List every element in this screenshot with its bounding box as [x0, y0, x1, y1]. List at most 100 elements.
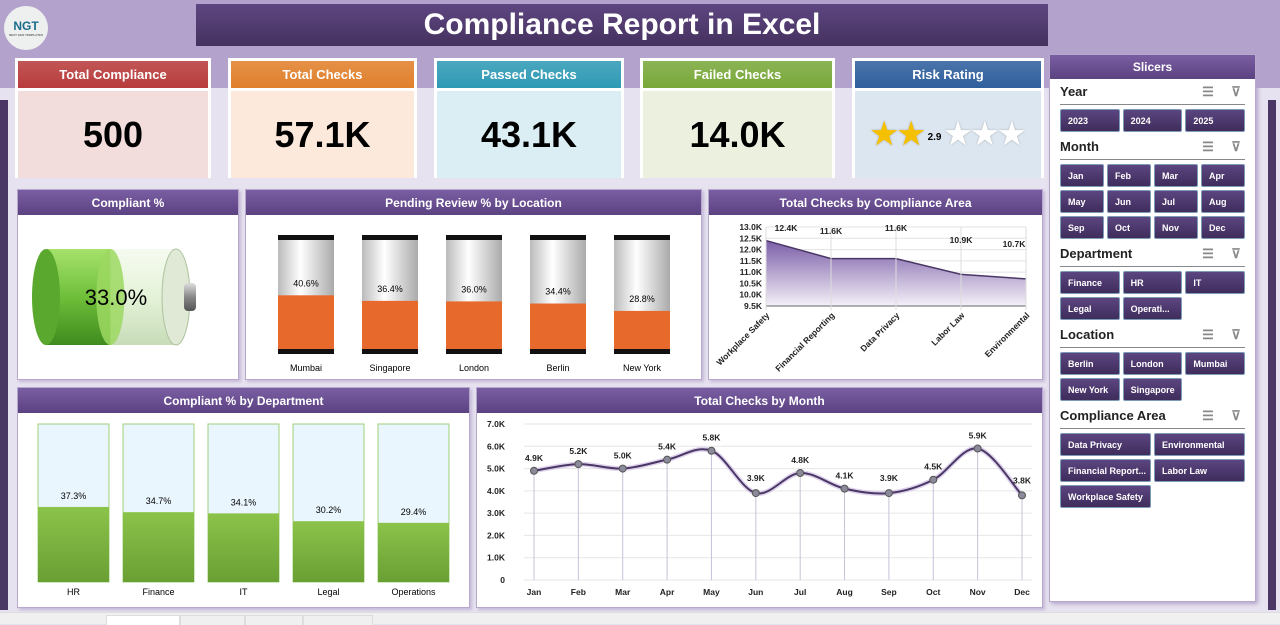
- clear-filter-icon[interactable]: ⊽: [1231, 326, 1241, 342]
- sheet-tab[interactable]: [180, 615, 245, 625]
- category-label: Data Privacy: [858, 310, 901, 353]
- bar-cap: [362, 235, 418, 240]
- slicer-header: Department ☰ ⊽: [1060, 241, 1245, 267]
- data-label: 3.8K: [1013, 475, 1032, 485]
- compliant-panel: Compliant % 33.0%: [17, 189, 239, 380]
- slicer-button[interactable]: Oct: [1107, 216, 1151, 239]
- bar-cap: [446, 349, 502, 354]
- bar: [208, 513, 279, 582]
- dept-panel: Compliant % by Department 37.3% HR 34.7% Fi…: [17, 387, 470, 608]
- data-label: 10.9K: [950, 235, 974, 245]
- bar: [362, 300, 418, 349]
- slicer-button[interactable]: May: [1060, 190, 1104, 213]
- slicer-button[interactable]: Financial Report...: [1060, 459, 1151, 482]
- slicer-button[interactable]: Jan: [1060, 164, 1104, 187]
- slicer-button[interactable]: 2023: [1060, 109, 1120, 132]
- category-label: Mumbai: [290, 363, 322, 373]
- slicer-button[interactable]: New York: [1060, 378, 1120, 401]
- star-icon: ★: [971, 118, 999, 151]
- category-label: Jan: [527, 587, 542, 597]
- slicer-button[interactable]: 2024: [1122, 109, 1183, 132]
- slicer-buttons: 2023 2024 2025: [1060, 109, 1245, 132]
- data-label: 5.8K: [702, 433, 721, 443]
- scrollbar[interactable]: [1268, 100, 1276, 610]
- slicer-button[interactable]: Labor Law: [1154, 459, 1245, 482]
- category-label: Berlin: [546, 363, 569, 373]
- y-tick-label: 12.5K: [739, 233, 763, 243]
- sheet-tab[interactable]: [245, 615, 303, 625]
- data-label: 36.4%: [377, 284, 403, 294]
- multi-select-icon[interactable]: ☰: [1202, 326, 1214, 342]
- bar: [278, 295, 334, 349]
- kpi-value: 43.1K: [437, 91, 621, 178]
- slicer-button[interactable]: Sep: [1060, 216, 1104, 239]
- slicer-button[interactable]: Jul: [1154, 190, 1198, 213]
- multi-select-icon[interactable]: ☰: [1202, 138, 1214, 154]
- area-panel: Total Checks by Compliance Area 9.5K 10.0…: [708, 189, 1043, 380]
- slicers-title: Slicers: [1050, 55, 1255, 79]
- kpi-card: Risk Rating ★ ★ 2.9 ★ ★ ★: [852, 58, 1044, 178]
- y-tick-label: 4.0K: [487, 486, 506, 496]
- slicer-button[interactable]: 2025: [1185, 109, 1245, 132]
- category-label: Apr: [660, 587, 675, 597]
- slicer-button[interactable]: Apr: [1201, 164, 1245, 187]
- y-tick-label: 7.0K: [487, 419, 506, 429]
- multi-select-icon[interactable]: ☰: [1202, 83, 1214, 99]
- data-point: [618, 464, 627, 473]
- slicer-button[interactable]: Data Privacy: [1060, 433, 1151, 456]
- compliant-gauge: 33.0%: [32, 248, 196, 346]
- risk-rating-value: 2.9: [927, 132, 942, 143]
- slicer-button[interactable]: Operati...: [1122, 297, 1183, 320]
- category-label: New York: [623, 363, 662, 373]
- slicer-button[interactable]: Mar: [1154, 164, 1198, 187]
- slicer-button[interactable]: IT: [1185, 271, 1245, 294]
- category-label: Aug: [836, 587, 853, 597]
- sheet-tab[interactable]: [303, 615, 373, 625]
- slicer-header: Location ☰ ⊽: [1060, 322, 1245, 348]
- y-tick-label: 10.5K: [739, 278, 763, 288]
- multi-select-icon[interactable]: ☰: [1202, 245, 1214, 261]
- slicer-button[interactable]: Dec: [1201, 216, 1245, 239]
- slicer-button[interactable]: Singapore: [1122, 378, 1183, 401]
- data-point: [707, 446, 716, 455]
- star-icon: ★: [870, 118, 898, 151]
- clear-filter-icon[interactable]: ⊽: [1231, 407, 1241, 423]
- slicer-button[interactable]: Nov: [1154, 216, 1198, 239]
- kpi-value: 500: [18, 91, 208, 178]
- sheet-tab[interactable]: [106, 615, 180, 625]
- data-label: 12.4K: [775, 223, 799, 233]
- data-point: [574, 460, 583, 469]
- data-label: 29.4%: [401, 507, 427, 517]
- slicer-button[interactable]: Mumbai: [1185, 352, 1245, 375]
- star-icon: ★: [944, 118, 972, 151]
- slicer-button[interactable]: London: [1122, 352, 1183, 375]
- pending-chart: 40.6% Mumbai 36.4% Singapore 36.0% London 34.4…: [278, 235, 670, 373]
- month-chart: 0 1.0K 2.0K 3.0K 4.0K 5.0K 6.0K 7.0K 4.9K Jan 5.2K…: [487, 419, 1032, 597]
- pending-panel: Pending Review % by Location 40.6% Mumbai…: [245, 189, 702, 380]
- slicer-title: Compliance Area: [1060, 408, 1166, 423]
- y-tick-label: 13.0K: [739, 222, 763, 232]
- multi-select-icon[interactable]: ☰: [1202, 407, 1214, 423]
- slicer-button[interactable]: HR: [1122, 271, 1183, 294]
- slicer-button[interactable]: Finance: [1060, 271, 1120, 294]
- data-label: 4.9K: [525, 453, 544, 463]
- category-label: Oct: [926, 587, 940, 597]
- clear-filter-icon[interactable]: ⊽: [1231, 138, 1241, 154]
- slicer-button[interactable]: Workplace Safety: [1060, 485, 1151, 508]
- bar: [293, 521, 364, 582]
- clear-filter-icon[interactable]: ⊽: [1231, 83, 1241, 99]
- slicer-button[interactable]: Environmental: [1154, 433, 1245, 456]
- dept-chart: 37.3% HR 34.7% Finance 34.1% IT 30.2% Legal 29.4…: [37, 423, 450, 597]
- kpi-value: ★ ★ 2.9 ★ ★ ★: [855, 91, 1041, 178]
- slicer-button[interactable]: Legal: [1060, 297, 1120, 320]
- slicer-button[interactable]: Feb: [1107, 164, 1151, 187]
- slicer-button[interactable]: Aug: [1201, 190, 1245, 213]
- y-tick-label: 12.0K: [739, 245, 763, 255]
- bar-cap: [530, 349, 586, 354]
- slicer-button[interactable]: Jun: [1107, 190, 1151, 213]
- clear-filter-icon[interactable]: ⊽: [1231, 245, 1241, 261]
- data-label: 5.9K: [969, 431, 988, 441]
- category-label: Feb: [571, 587, 586, 597]
- slicer-button[interactable]: Berlin: [1060, 352, 1120, 375]
